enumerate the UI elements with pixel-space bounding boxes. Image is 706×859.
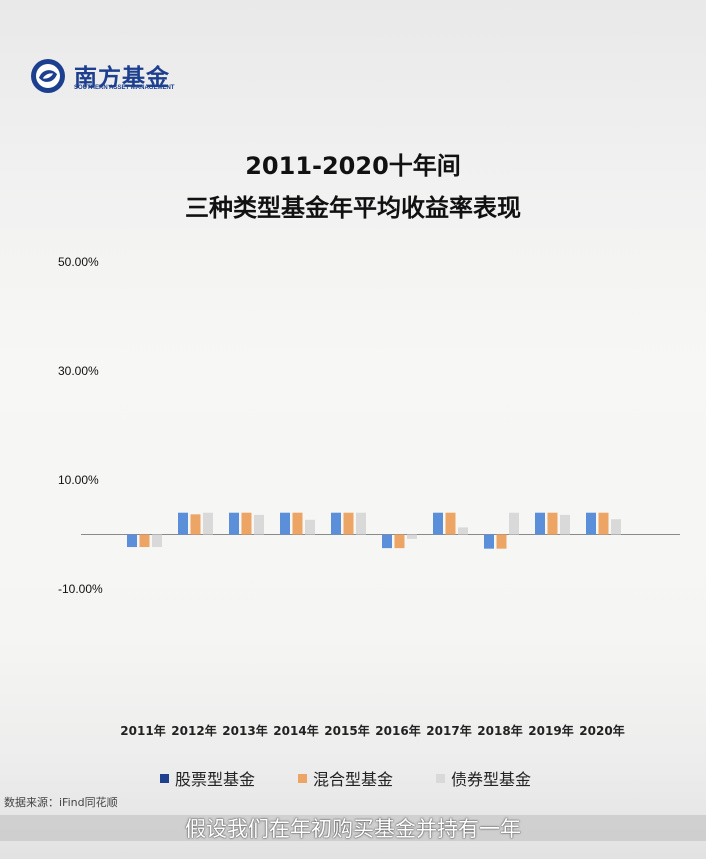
bar [241, 512, 252, 535]
bar [229, 512, 239, 535]
bar-chart: 50.00% 30.00% 10.00% -10.00% 2011年 2012年 2013年… [58, 255, 680, 738]
x-tick-label: 2017年 [426, 723, 471, 738]
legend-label-bond: 债券型基金 [451, 770, 532, 789]
bar [509, 512, 519, 535]
bar [433, 512, 443, 535]
bar [394, 534, 405, 549]
x-tick-label: 2011年 [120, 723, 165, 738]
legend-label-stock: 股票型基金 [175, 770, 256, 789]
legend-swatch-bond [436, 773, 445, 783]
chart-subtitle: 三种类型基金年平均收益率表现 [185, 194, 521, 222]
brand-name-en: SOUTHERN ASSET MANAGEMENT [74, 85, 175, 91]
x-tick-label: 2014年 [273, 723, 318, 738]
bar [139, 534, 150, 548]
x-tick-label: 2020年 [579, 723, 624, 738]
y-tick-label: -10.00% [58, 582, 103, 596]
x-tick-label: 2013年 [222, 723, 267, 738]
legend-label-hybrid: 混合型基金 [313, 770, 394, 789]
x-tick-label: 2016年 [375, 723, 420, 738]
y-tick-label: 10.00% [58, 473, 99, 487]
caption-bar [0, 815, 706, 841]
bar [292, 512, 303, 535]
bar [127, 534, 137, 548]
bar [190, 514, 201, 535]
x-tick-label: 2015年 [324, 723, 369, 738]
bar [356, 512, 366, 535]
x-tick-label: 2012年 [171, 723, 216, 738]
southern-fund-logo-icon [31, 59, 65, 93]
bar [178, 512, 188, 535]
video-caption: 假设我们在年初购买基金并持有一年 [185, 817, 521, 841]
bar [382, 534, 392, 549]
bar [280, 512, 290, 535]
legend-item-hybrid: 混合型基金 [298, 766, 393, 790]
x-tick-label: 2019年 [528, 723, 573, 738]
bar [547, 512, 558, 535]
bar [203, 512, 213, 535]
legend-item-stock: 股票型基金 [160, 766, 255, 790]
bar [535, 512, 545, 535]
bar [496, 534, 507, 549]
bar [305, 519, 315, 535]
x-tick-label: 2018年 [477, 723, 522, 738]
bar [343, 512, 354, 535]
bar [331, 512, 341, 535]
y-tick-label: 30.00% [58, 364, 99, 378]
legend-swatch-stock [160, 773, 169, 783]
bar [611, 519, 621, 535]
bar [484, 534, 494, 549]
bar [152, 534, 162, 548]
bar [586, 512, 596, 535]
bar [254, 514, 264, 535]
bar [560, 514, 570, 535]
data-source-note: 数据来源：iFind同花顺 [4, 796, 118, 809]
chart-title: 2011-2020十年间 [245, 152, 461, 180]
bar [407, 534, 417, 539]
y-tick-label: 50.00% [58, 255, 99, 269]
bar [445, 512, 456, 535]
legend-item-bond: 债券型基金 [436, 766, 531, 790]
bar [458, 527, 468, 535]
chart-legend: 股票型基金 混合型基金 债券型基金 [0, 766, 706, 790]
brand-name-cn: 南方基金 [74, 65, 170, 91]
bar [598, 512, 609, 535]
legend-swatch-hybrid [298, 773, 307, 783]
